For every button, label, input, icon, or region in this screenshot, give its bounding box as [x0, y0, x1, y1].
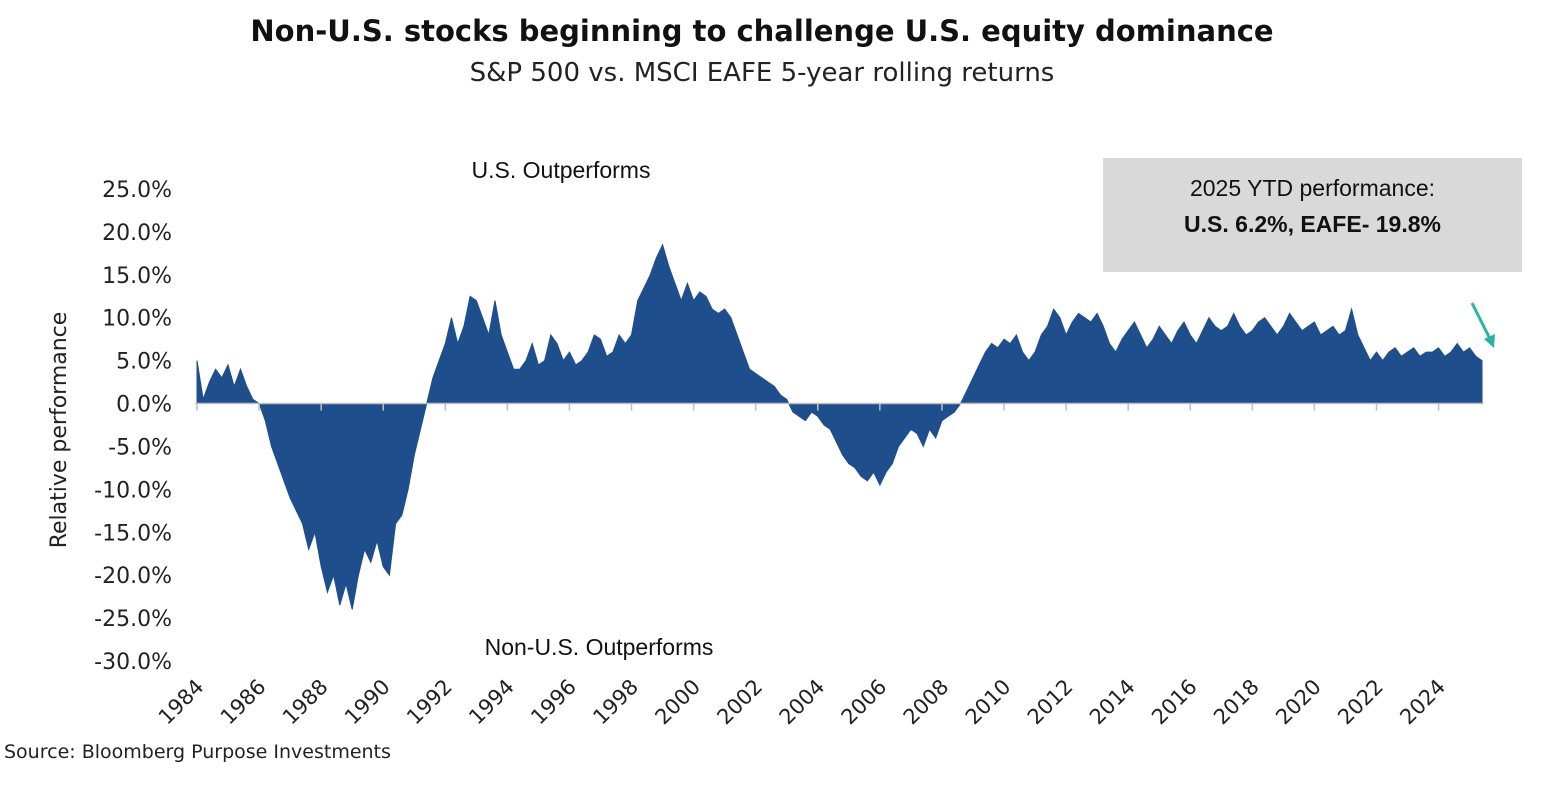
chart-title: Non-U.S. stocks beginning to challenge U…	[250, 14, 1274, 48]
annotation-non-us-outperforms: Non-U.S. Outperforms	[485, 634, 714, 660]
x-tick-label: 1988	[278, 675, 333, 730]
y-tick-label: -20.0%	[94, 564, 172, 589]
y-axis-ticks: 25.0% 20.0% 15.0% 10.0% 5.0% 0.0% -5.0% -10.0% -…	[94, 178, 172, 675]
source-note: Source: Bloomberg Purpose Investments	[4, 741, 391, 763]
x-tick-label: 2008	[899, 675, 954, 730]
y-tick-label: -25.0%	[94, 607, 172, 632]
ytd-performance-callout: 2025 YTD performance: U.S. 6.2%, EAFE- 1…	[1103, 158, 1522, 272]
x-tick-label: 1984	[154, 675, 209, 730]
x-tick-label: 2006	[837, 675, 892, 730]
x-tick-label: 2012	[1023, 675, 1078, 730]
chart-subtitle: S&P 500 vs. MSCI EAFE 5-year rolling ret…	[469, 58, 1055, 88]
x-tick-label: 2018	[1209, 675, 1264, 730]
y-tick-label: 5.0%	[116, 350, 172, 375]
y-tick-label: -30.0%	[94, 650, 172, 675]
y-tick-label: 15.0%	[102, 264, 172, 289]
y-tick-label: -5.0%	[108, 435, 172, 460]
x-tick-label: 1992	[402, 675, 457, 730]
y-tick-label: 10.0%	[102, 307, 172, 332]
x-tick-label: 2004	[775, 675, 830, 730]
x-tick-label: 1990	[340, 675, 395, 730]
y-tick-label: -10.0%	[94, 478, 172, 503]
x-tick-label: 2010	[961, 675, 1016, 730]
x-tick-label: 2016	[1147, 675, 1202, 730]
y-tick-label: 25.0%	[102, 178, 172, 203]
x-tick-label: 2024	[1395, 675, 1450, 730]
x-tick-label: 2022	[1333, 675, 1388, 730]
y-tick-label: -15.0%	[94, 521, 172, 546]
callout-values: U.S. 6.2%, EAFE- 19.8%	[1184, 211, 1441, 237]
y-tick-label: 20.0%	[102, 221, 172, 246]
down-arrow-icon	[1470, 302, 1495, 348]
x-tick-label: 1986	[216, 675, 271, 730]
y-axis-label: Relative performance	[47, 312, 72, 549]
plot-area	[196, 243, 1483, 610]
x-tick-label: 1994	[464, 675, 519, 730]
x-tick-label: 2020	[1271, 675, 1326, 730]
y-tick-label: 0.0%	[116, 393, 172, 418]
annotation-us-outperforms: U.S. Outperforms	[472, 157, 651, 183]
relative-performance-area	[196, 243, 1483, 610]
callout-heading: 2025 YTD performance:	[1189, 175, 1436, 201]
x-tick-label: 2002	[712, 675, 767, 730]
x-tick-label: 2000	[650, 675, 705, 730]
x-tick-label: 1996	[526, 675, 581, 730]
x-tick-label: 2014	[1085, 675, 1140, 730]
x-tick-label: 1998	[588, 675, 643, 730]
